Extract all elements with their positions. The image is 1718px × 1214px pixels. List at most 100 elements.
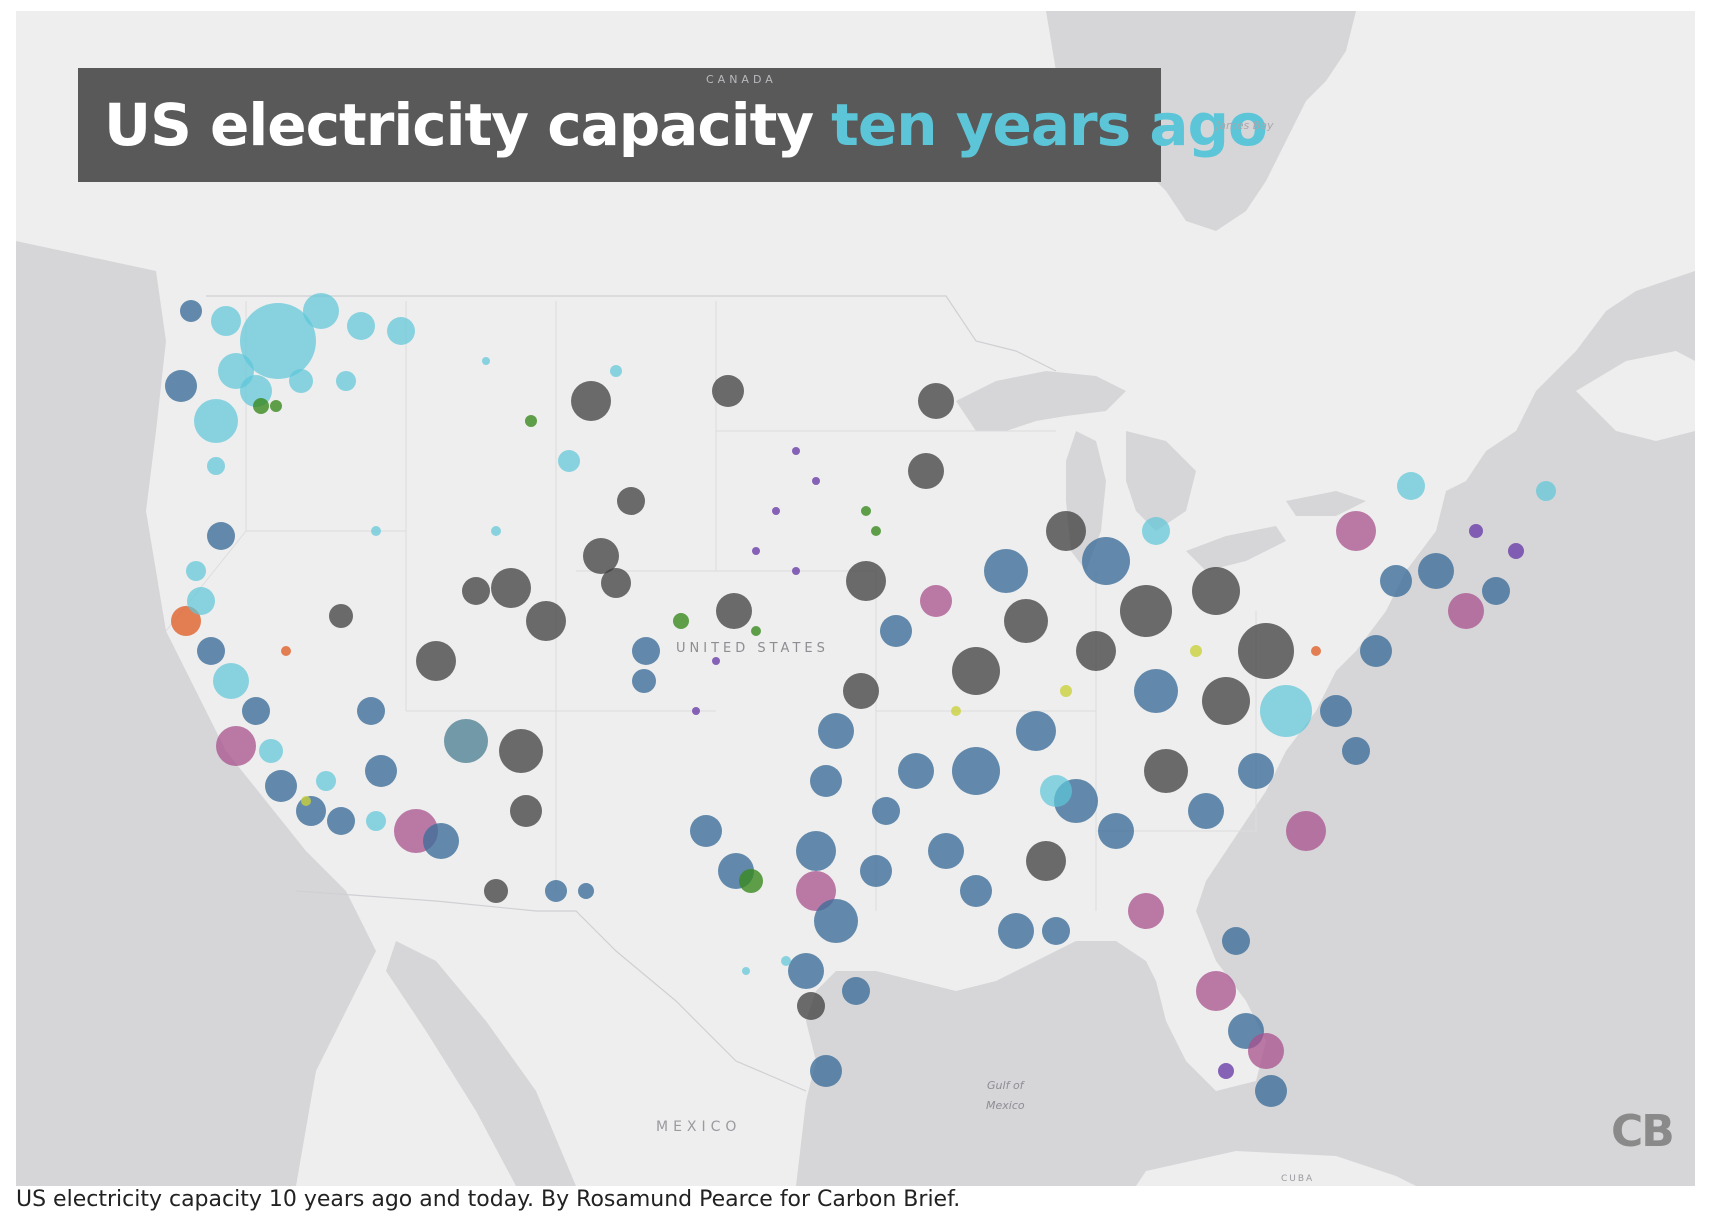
plant-bubble xyxy=(751,626,761,636)
plant-bubble xyxy=(213,663,249,699)
plant-bubble xyxy=(810,765,842,797)
plant-bubble xyxy=(296,796,326,826)
plant-bubble xyxy=(712,657,720,665)
plant-bubble xyxy=(1238,753,1274,789)
plant-bubble xyxy=(1142,517,1170,545)
plant-bubble xyxy=(842,977,870,1005)
plant-bubble xyxy=(908,453,944,489)
plant-bubble xyxy=(365,755,397,787)
plant-bubble xyxy=(187,587,215,615)
plant-bubble xyxy=(739,869,763,893)
plant-bubble xyxy=(571,381,611,421)
map-label-gulf-of-mexico: Gulf of Mexico xyxy=(986,1076,1025,1116)
map-title-accent: ten years ago xyxy=(831,91,1268,159)
plant-bubble xyxy=(843,673,879,709)
plant-bubble xyxy=(1397,472,1425,500)
plant-bubble xyxy=(327,807,355,835)
plant-bubble xyxy=(673,613,689,629)
plant-bubble xyxy=(289,369,313,393)
plant-bubble xyxy=(197,637,225,665)
plant-bubble xyxy=(1190,645,1202,657)
plant-bubble xyxy=(788,953,824,989)
plant-bubble xyxy=(1192,567,1240,615)
plant-bubble xyxy=(692,707,700,715)
plant-bubble xyxy=(898,753,934,789)
plant-bubble xyxy=(1218,1063,1234,1079)
plant-bubble xyxy=(951,706,961,716)
plant-bubble xyxy=(872,797,900,825)
plant-bubble xyxy=(484,879,508,903)
plant-bubble xyxy=(871,526,881,536)
plant-bubble xyxy=(1238,623,1294,679)
plant-bubble xyxy=(371,526,381,536)
plant-bubble xyxy=(928,833,964,869)
plant-bubble xyxy=(526,601,566,641)
plant-bubble xyxy=(1508,543,1524,559)
plant-bubble xyxy=(1342,737,1370,765)
plant-bubble xyxy=(1196,971,1236,1011)
plant-bubble xyxy=(1222,927,1250,955)
map-title-main: US electricity capacity xyxy=(104,91,814,159)
map-frame[interactable]: US electricity capacity ten years ago CA… xyxy=(16,11,1695,1186)
plant-bubble xyxy=(387,317,415,345)
plant-bubble xyxy=(1482,577,1510,605)
plant-bubble xyxy=(366,811,386,831)
plant-bubble xyxy=(510,795,542,827)
plant-bubble xyxy=(960,875,992,907)
plant-bubble xyxy=(186,561,206,581)
plant-bubble xyxy=(303,293,339,329)
plant-bubble xyxy=(1469,524,1483,538)
plant-bubble xyxy=(207,522,235,550)
plant-bubble xyxy=(781,956,791,966)
plant-bubble xyxy=(1026,841,1066,881)
plant-bubble xyxy=(265,770,297,802)
plant-bubble xyxy=(861,506,871,516)
plant-bubble xyxy=(1418,553,1454,589)
plant-bubble xyxy=(1144,749,1188,793)
map-label-united-states: UNITED STATES xyxy=(676,641,829,656)
plant-bubble xyxy=(920,585,952,617)
plant-bubble xyxy=(1040,775,1072,807)
plant-bubble xyxy=(240,303,316,379)
plant-bubble xyxy=(860,855,892,887)
plant-bubble xyxy=(211,306,241,336)
plant-bubble xyxy=(1202,677,1250,725)
plant-bubble xyxy=(545,880,567,902)
plant-bubble xyxy=(1046,511,1086,551)
map-label-mexico: MEXICO xyxy=(656,1119,742,1135)
plant-bubble xyxy=(918,383,954,419)
plant-bubble xyxy=(880,615,912,647)
plant-bubble xyxy=(1016,711,1056,751)
plant-bubble xyxy=(491,568,531,608)
plant-bubble xyxy=(1060,685,1072,697)
plant-bubble xyxy=(1260,685,1312,737)
plant-bubble xyxy=(194,399,238,443)
border-us-mexico xyxy=(295,890,807,1092)
plant-bubble xyxy=(690,815,722,847)
plant-bubble xyxy=(632,637,660,665)
map-canvas[interactable] xyxy=(16,11,1695,1186)
plant-bubble xyxy=(180,300,202,322)
plant-bubble xyxy=(617,487,645,515)
plant-bubble xyxy=(1120,585,1172,637)
water-james-bay xyxy=(1046,11,1356,231)
plant-bubble xyxy=(171,606,201,636)
plant-bubble xyxy=(610,365,622,377)
plant-bubble xyxy=(716,593,752,629)
plant-bubble xyxy=(1536,481,1556,501)
plant-bubble xyxy=(810,1055,842,1087)
plant-bubble xyxy=(336,371,356,391)
plant-bubble xyxy=(601,568,631,598)
plant-bubble xyxy=(1255,1075,1287,1107)
plant-bubble xyxy=(1134,669,1178,713)
plant-bubble xyxy=(1098,813,1134,849)
plant-bubble xyxy=(316,771,336,791)
power-plant-bubbles[interactable] xyxy=(165,293,1556,1107)
plant-bubble xyxy=(796,871,836,911)
plant-bubble xyxy=(165,370,197,402)
plant-bubble xyxy=(1188,793,1224,829)
plant-bubble xyxy=(357,697,385,725)
plant-bubble xyxy=(462,577,490,605)
basemap xyxy=(16,11,1695,1186)
plant-bubble xyxy=(347,312,375,340)
